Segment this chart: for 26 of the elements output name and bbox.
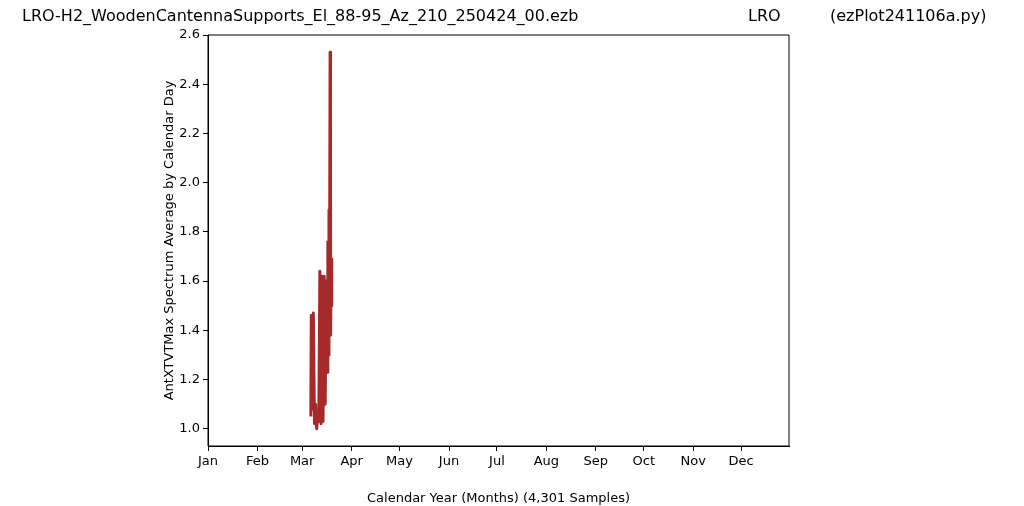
y-tick-label: 2.4 [179,75,200,91]
y-tick-label: 1.8 [179,223,200,239]
x-tick-label: Feb [245,453,269,469]
y-tick-label: 2.6 [179,26,200,42]
y-tick-label: 1.4 [179,321,200,337]
y-tick-label: 1.6 [179,272,200,288]
x-tick-label: Apr [340,453,364,469]
x-tick-label: Nov [680,453,707,469]
x-tick-label: Sep [583,453,609,469]
y-tick-label: 1.2 [179,370,200,386]
x-tick-label: Jan [196,453,219,469]
text: LRO [748,6,781,25]
y-axis-title: AntXTVTMax Spectrum Average by Calendar Day [161,80,177,401]
x-axis-title: Calendar Year (Months) (4,301 Samples) [366,489,631,505]
x-tick-label: Mar [289,453,316,469]
y-tick-label: 2.0 [179,174,200,190]
x-tick-label: May [386,453,414,469]
x-tick-label: Jun [437,453,460,469]
x-tick-label: Oct [632,453,655,469]
x-tick-label: Jul [488,453,505,469]
x-tick-label: Aug [533,453,560,469]
chart-title: LRO-H2_WoodenCantennaSupports_El_88-95_Az_210_250424_00.ezb [22,6,579,25]
y-tick-label: 1.0 [179,420,200,436]
y-tick-label: 2.2 [179,124,200,140]
text: (ezPlot241106a.py) [830,6,987,25]
x-tick-label: Dec [728,453,754,469]
